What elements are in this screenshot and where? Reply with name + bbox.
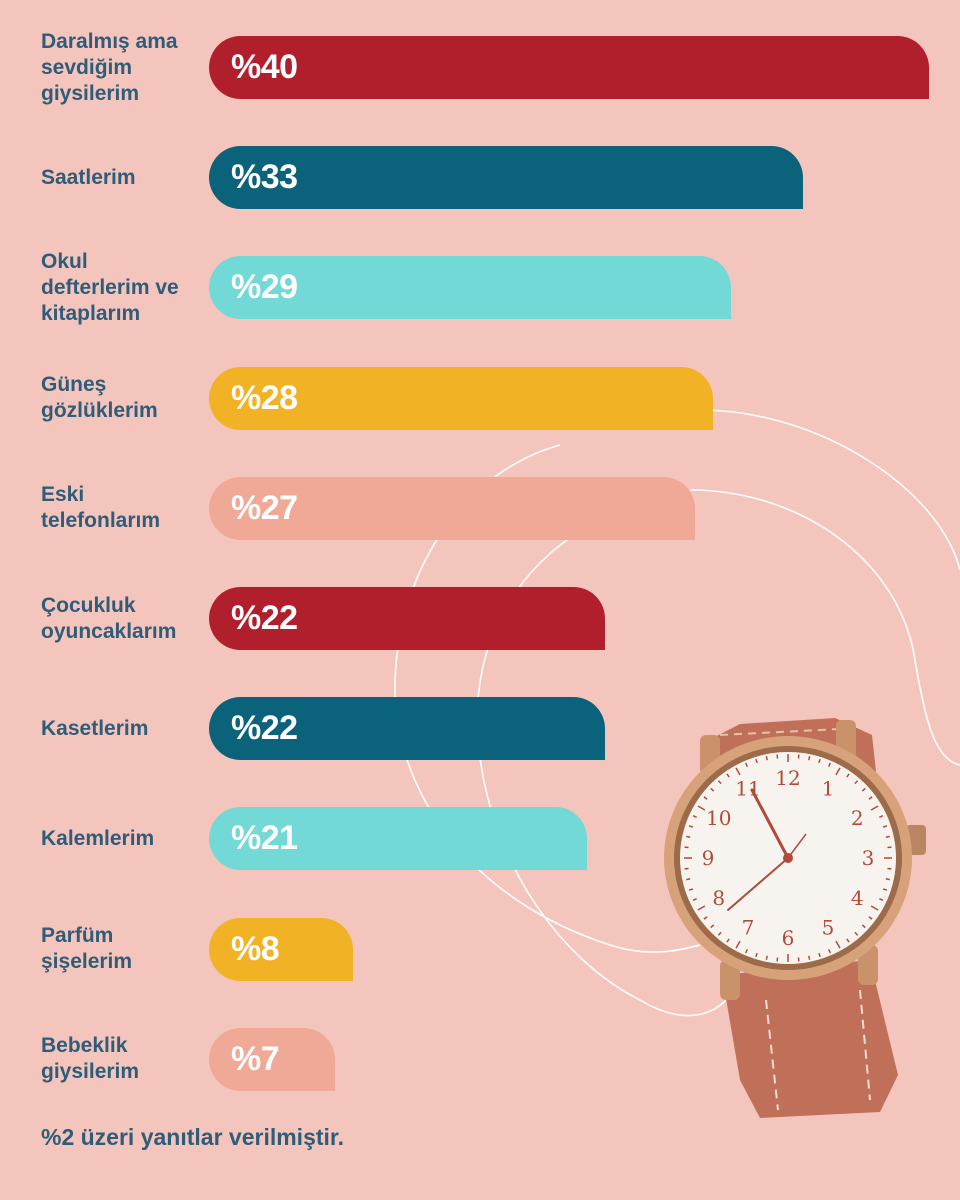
watch-numeral: 8 xyxy=(712,886,725,910)
watch-tick xyxy=(818,758,821,764)
category-label: Parfüm şişelerim xyxy=(41,924,133,974)
watch-tick xyxy=(882,888,888,891)
watch-tick xyxy=(868,916,873,920)
watch-tick xyxy=(808,955,811,960)
category-label: Saatlerim xyxy=(41,165,136,189)
watch-tick xyxy=(755,758,758,764)
watch-tick xyxy=(808,756,811,761)
watch-tick xyxy=(717,780,722,785)
watch-tick xyxy=(870,805,879,811)
watch-tick xyxy=(710,787,715,792)
watch-tick xyxy=(726,938,730,943)
watch-tick xyxy=(854,931,859,936)
bar: %33 xyxy=(209,146,803,210)
watch-tick xyxy=(885,878,890,881)
watch-tick xyxy=(846,773,850,778)
watch-numeral: 5 xyxy=(822,915,835,939)
watch-tick xyxy=(827,949,831,954)
bar: %22 xyxy=(209,587,605,650)
bar: %28 xyxy=(209,366,713,430)
category-label: Kasetlerim xyxy=(41,716,149,740)
category-label: Güneş gözlüklerim xyxy=(41,373,158,423)
bar-value-label: %33 xyxy=(231,158,298,197)
watch-tick xyxy=(697,805,706,811)
watch-tick xyxy=(726,773,730,778)
bar: %8 xyxy=(209,917,353,981)
watch-tick xyxy=(755,952,758,958)
watch-tick xyxy=(745,762,749,767)
bar-value-label: %27 xyxy=(231,488,298,527)
watch-tick xyxy=(735,940,741,949)
watch-tick xyxy=(868,796,873,800)
bar-value-label: %28 xyxy=(231,378,298,417)
watch-tick xyxy=(879,897,884,901)
watch-tick xyxy=(879,815,884,819)
watch-tick xyxy=(885,835,890,838)
bar: %29 xyxy=(209,256,731,320)
watch-numeral: 12 xyxy=(775,766,800,790)
category-label: Okul defterlerim ve kitaplarım xyxy=(41,249,179,325)
bar-value-label: %8 xyxy=(231,929,280,968)
watch-numeral: 4 xyxy=(851,886,864,910)
category-label: Çocukluk oyuncaklarım xyxy=(41,593,177,643)
bar-value-label: %21 xyxy=(231,819,298,858)
watch-numeral: 9 xyxy=(702,846,715,870)
watch-tick xyxy=(686,878,691,881)
watch-tick xyxy=(765,955,768,960)
watch-tick xyxy=(692,897,697,901)
watch-tick xyxy=(717,931,722,936)
watch-tick xyxy=(745,949,749,954)
watch-tick xyxy=(703,796,708,800)
watch-tick xyxy=(882,825,888,828)
watch-tick xyxy=(835,940,841,949)
watch-numeral: 6 xyxy=(782,926,795,950)
watch-tick xyxy=(818,952,821,958)
category-label: Daralmış ama sevdiğim giysilerim xyxy=(41,29,178,105)
bar-value-label: %22 xyxy=(231,709,298,748)
watch-tick xyxy=(710,924,715,929)
footnote: %2 üzeri yanıtlar verilmiştir. xyxy=(41,1124,344,1150)
watch-numeral: 1 xyxy=(822,777,835,801)
category-label: Bebeklik giysilerim xyxy=(41,1034,140,1084)
bar: %22 xyxy=(209,697,605,761)
watch-tick xyxy=(686,835,691,838)
bar-value-label: %40 xyxy=(231,48,298,86)
watch-tick xyxy=(861,787,866,792)
watch-tick xyxy=(854,780,859,785)
bar: %27 xyxy=(209,476,695,540)
watch-numeral: 3 xyxy=(862,846,875,870)
bar: %40 xyxy=(209,36,929,99)
watch-tick xyxy=(835,767,841,776)
watch-tick xyxy=(688,888,694,891)
watch-tick xyxy=(692,815,697,819)
watch-tick xyxy=(846,938,850,943)
watch-numeral: 10 xyxy=(706,806,731,830)
category-label: Kalemlerim xyxy=(41,826,155,850)
bar-value-label: %22 xyxy=(231,599,298,637)
watch-tick xyxy=(765,756,768,761)
bar-value-label: %7 xyxy=(231,1039,280,1078)
watch-tick xyxy=(703,916,708,920)
bar: %7 xyxy=(209,1027,335,1091)
watch-numeral: 2 xyxy=(851,806,864,830)
bar-value-label: %29 xyxy=(231,268,298,307)
watch-tick xyxy=(697,905,706,911)
bar: %21 xyxy=(209,807,587,871)
watch-tick xyxy=(735,767,741,776)
watch-tick xyxy=(870,905,879,911)
watch-tick xyxy=(861,924,866,929)
watch-tick xyxy=(688,825,694,828)
category-label: Eski telefonlarım xyxy=(41,483,161,533)
watch-tick xyxy=(827,762,831,767)
watch-numeral: 7 xyxy=(742,915,755,939)
